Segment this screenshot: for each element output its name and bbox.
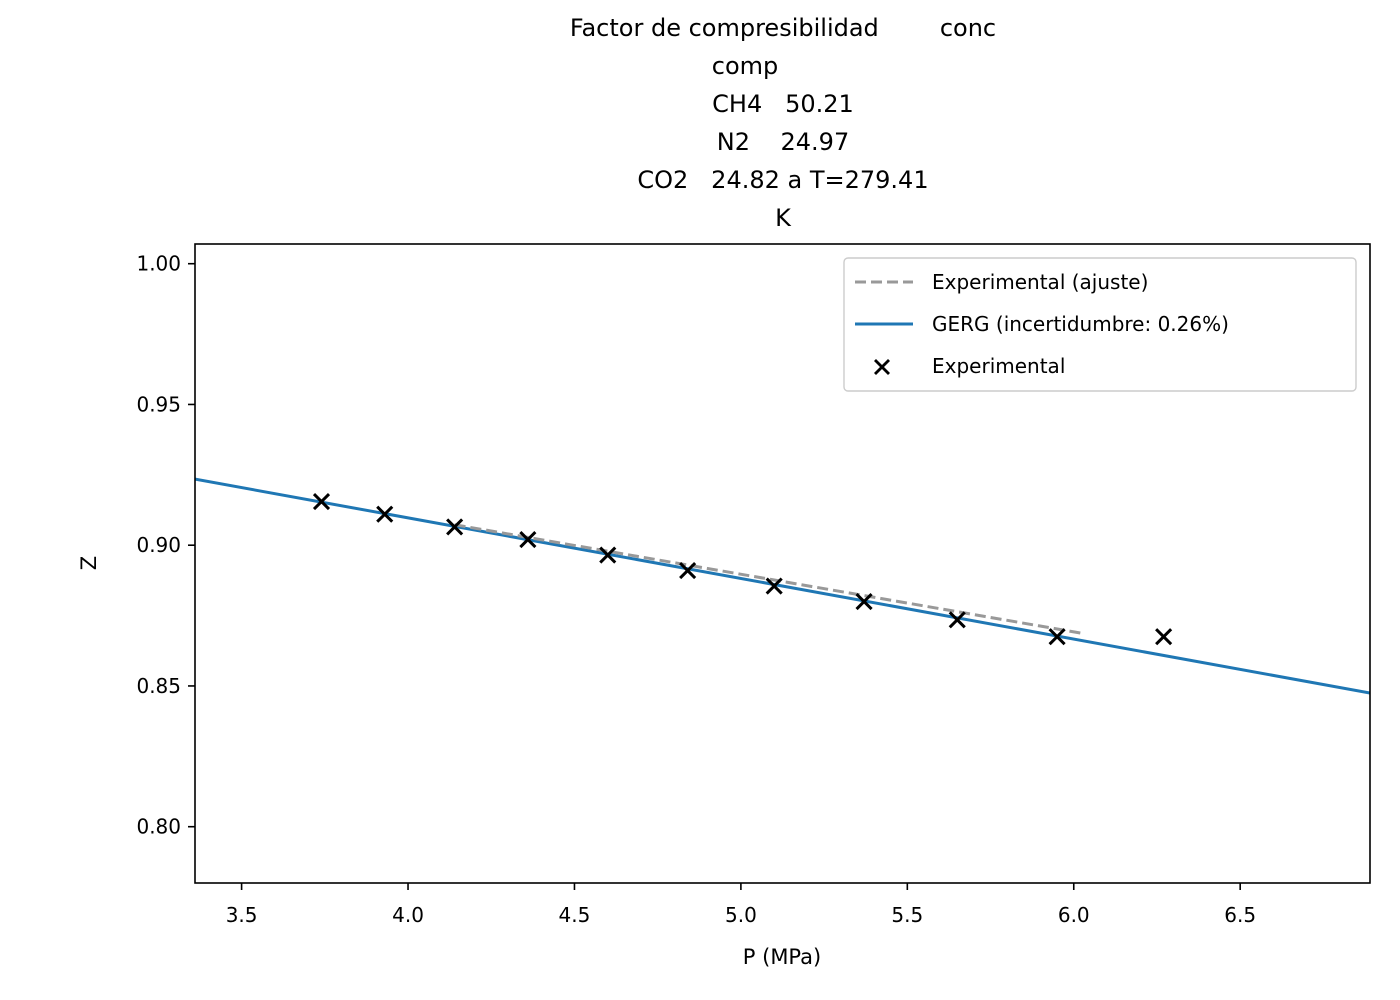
data-point-experimental xyxy=(446,518,464,536)
legend-entry-label: Experimental xyxy=(932,354,1065,378)
data-point-experimental xyxy=(679,561,697,580)
x-tick-label: 6.0 xyxy=(1058,903,1090,927)
data-point-experimental xyxy=(765,577,783,595)
y-tick-label: 0.80 xyxy=(136,815,181,839)
x-tick-label: 4.5 xyxy=(559,903,591,927)
legend-box xyxy=(843,257,1357,392)
series-layer xyxy=(195,477,1370,695)
data-point-experimental xyxy=(312,493,331,511)
y-tick-label: 0.85 xyxy=(136,674,181,698)
x-tick-label: 5.0 xyxy=(725,903,757,927)
data-point-experimental xyxy=(1155,628,1173,646)
y-tick-label: 1.00 xyxy=(136,252,181,276)
legend-entry-label: GERG (incertidumbre: 0.26%) xyxy=(932,312,1229,336)
x-tick-label: 4.0 xyxy=(392,903,424,927)
legend-entry-label: Experimental (ajuste) xyxy=(932,270,1148,294)
x-axis: 3.5 4.0 4.5 5.0 5.5 6.0 6.5 xyxy=(226,883,1256,927)
x-tick-label: 6.5 xyxy=(1224,903,1256,927)
legend: Experimental (ajuste) GERG (incertidumbr… xyxy=(843,257,1357,392)
data-point-experimental xyxy=(948,611,966,629)
x-tick-label: 3.5 xyxy=(226,903,258,927)
title-line: CO2 24.82 a T=279.41 xyxy=(637,166,928,194)
y-axis-label: Z xyxy=(77,556,101,570)
x-tick-label: 5.5 xyxy=(891,903,923,927)
y-tick-label: 0.90 xyxy=(136,533,181,557)
y-tick-label: 0.95 xyxy=(136,392,181,416)
plot-frame xyxy=(194,243,1371,884)
title-line: CH4 50.21 xyxy=(712,90,854,118)
data-point-experimental xyxy=(599,546,617,564)
legend-swatch-x-marker xyxy=(874,359,890,375)
fit-line-experimental xyxy=(454,523,1081,635)
x-axis-label: P (MPa) xyxy=(743,945,821,969)
data-point-experimental xyxy=(855,592,873,611)
title-line: K xyxy=(775,204,792,232)
title-line: comp xyxy=(712,52,779,80)
data-point-experimental xyxy=(519,531,537,549)
data-point-experimental xyxy=(376,505,394,523)
data-point-experimental xyxy=(1048,628,1066,646)
chart-title: Factor de compresibilidad conc comp CH4 … xyxy=(570,14,996,232)
title-line: N2 24.97 xyxy=(717,128,849,156)
line-gerg xyxy=(195,477,1370,695)
title-line: Factor de compresibilidad conc xyxy=(570,14,996,42)
y-axis: 0.80 0.85 0.90 0.95 1.00 xyxy=(136,252,195,839)
